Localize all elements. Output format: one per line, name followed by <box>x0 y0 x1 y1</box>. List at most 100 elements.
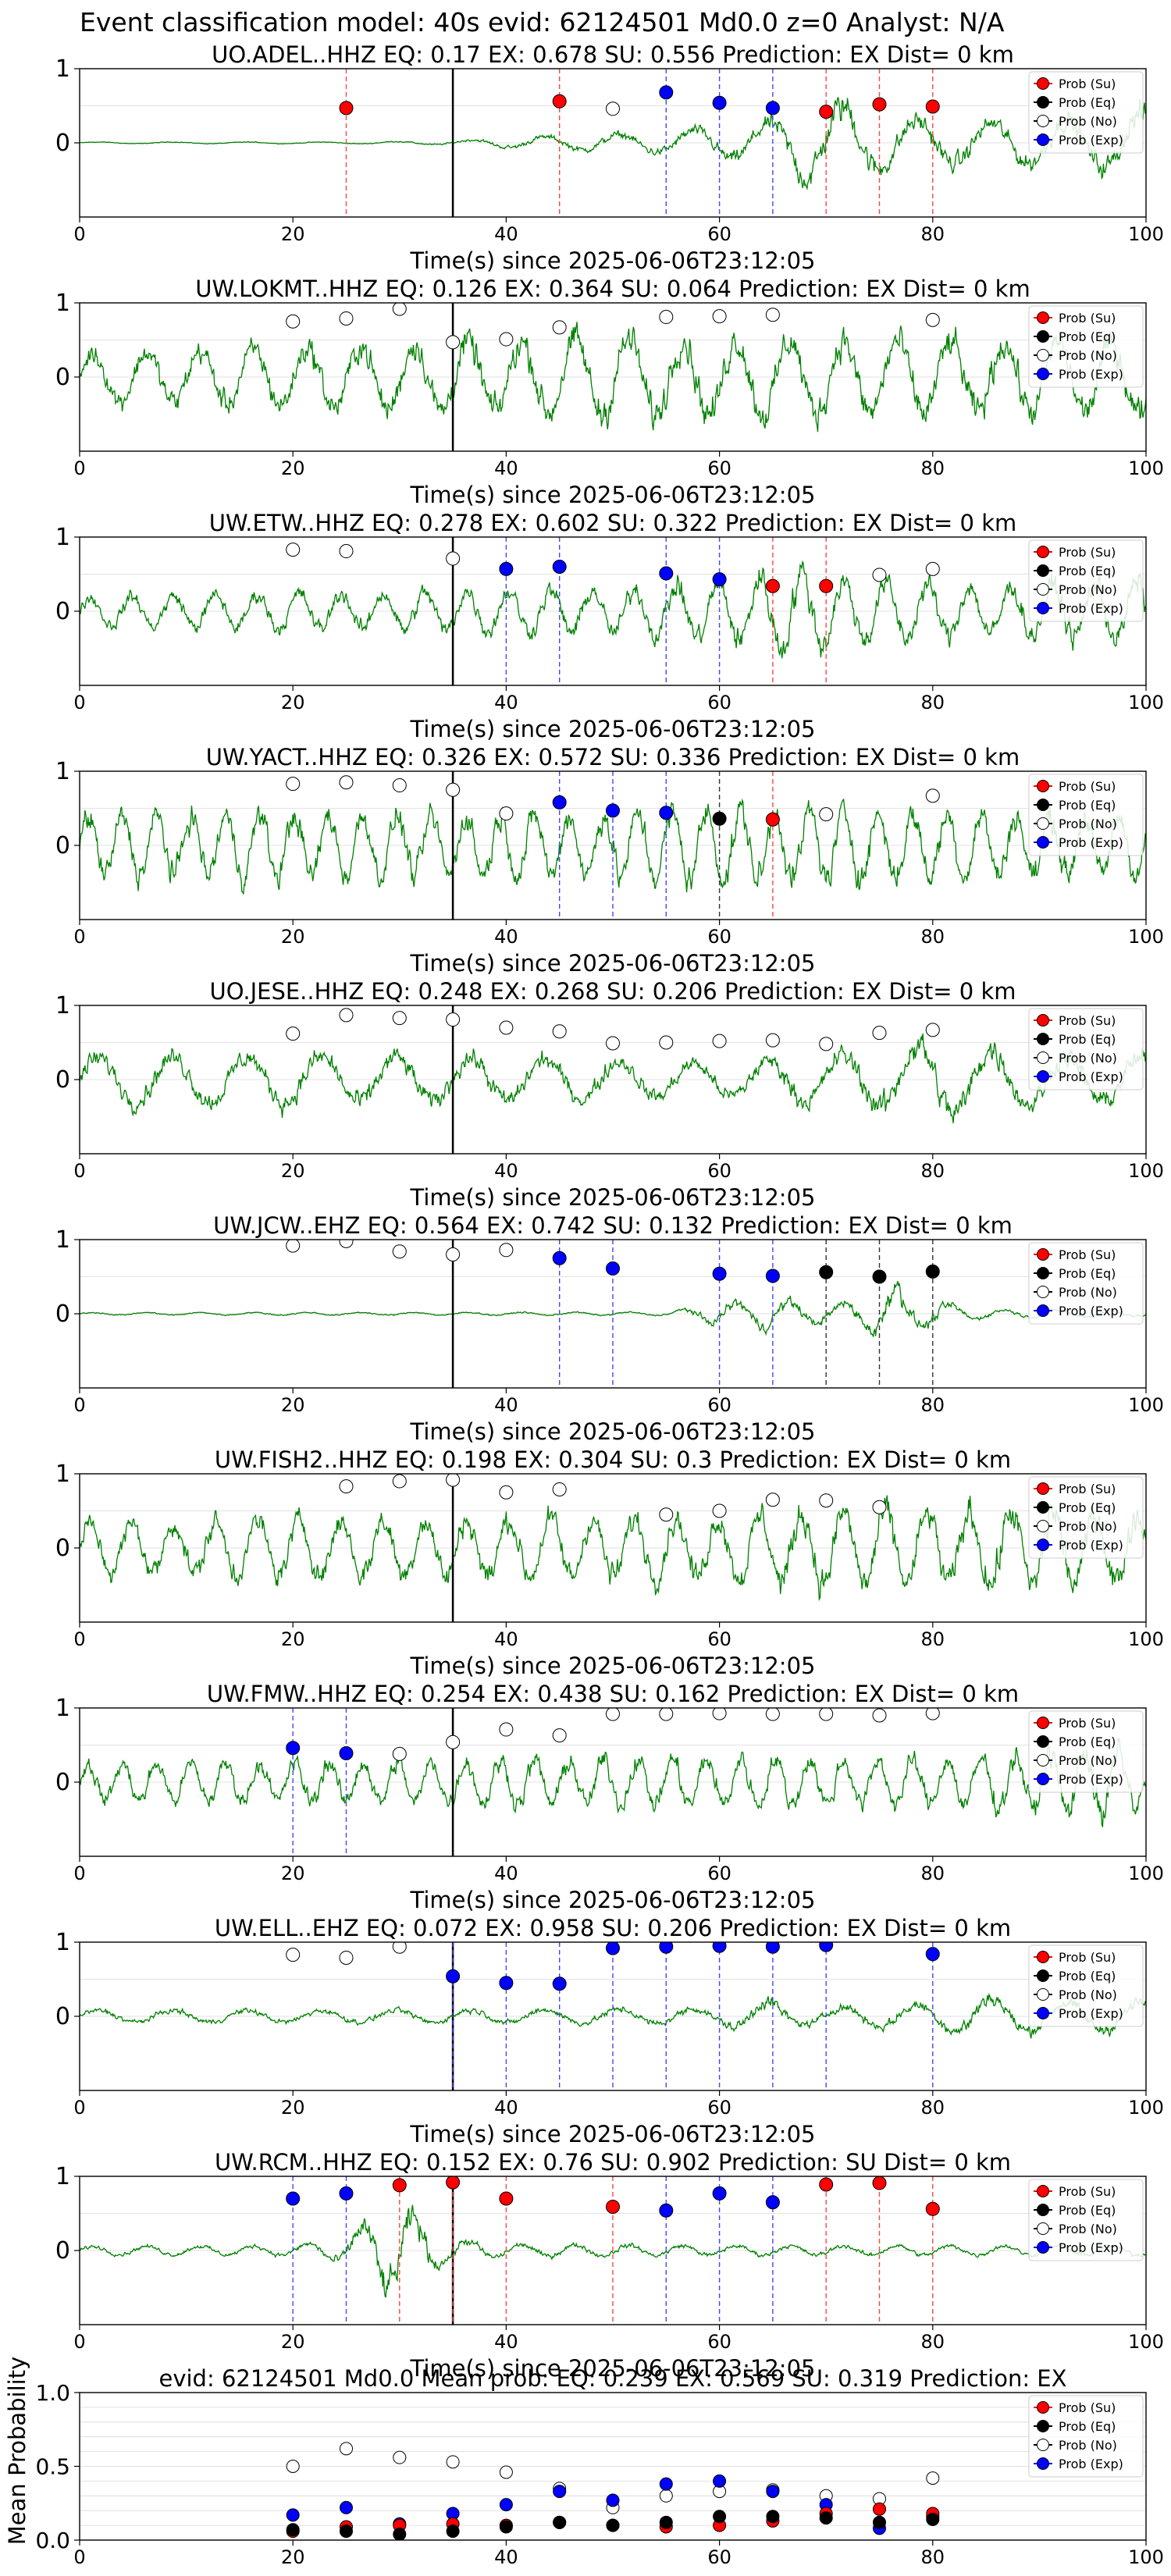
legend-label-2: Prob (Eq) <box>1059 329 1116 344</box>
point-probexp <box>446 1969 461 1984</box>
legend-marker <box>1037 330 1049 343</box>
legend-label-1: Prob (Su) <box>1059 1716 1116 1731</box>
point-probno <box>339 544 354 559</box>
point-probeq <box>925 1264 940 1279</box>
y-tick-label: 0.0 <box>35 2528 70 2553</box>
point-probno <box>499 332 514 347</box>
point-probsu <box>819 578 834 593</box>
legend-label-4: Prob (Exp) <box>1059 2006 1123 2021</box>
point-probexp <box>659 1942 674 1954</box>
x-tick-label: 40 <box>494 457 518 479</box>
legend-label-3: Prob (No) <box>1059 817 1117 831</box>
legend-label-3: Prob (No) <box>1059 582 1117 597</box>
waveform-trace <box>80 1033 1146 1123</box>
point-probno <box>659 1035 674 1050</box>
x-axis-label: Time(s) since 2025-06-06T23:12:05 <box>410 716 816 742</box>
point-probexp <box>713 2474 727 2488</box>
waveform-trace <box>80 798 1146 895</box>
legend-marker <box>1037 780 1049 792</box>
x-tick-label: 80 <box>921 1628 945 1650</box>
legend-label-2: Prob (Eq) <box>1059 1735 1116 1749</box>
point-probexp <box>339 1745 354 1760</box>
point-probno <box>286 543 301 557</box>
x-tick-label: 40 <box>494 1394 518 1416</box>
legend-label-2: Prob (Eq) <box>1059 95 1116 110</box>
point-probsu <box>765 812 780 827</box>
point-probsu <box>552 94 567 109</box>
point-probeq <box>926 2513 940 2527</box>
x-tick-label: 60 <box>707 1628 731 1650</box>
panel-title: UW.ETW..HHZ EQ: 0.278 EX: 0.602 SU: 0.32… <box>209 510 1017 536</box>
x-tick-label: 100 <box>1128 1394 1164 1416</box>
x-tick-label: 100 <box>1128 2546 1164 2568</box>
point-probeq <box>819 2511 833 2525</box>
point-probsu <box>925 99 940 114</box>
legend-label-2: Prob (Eq) <box>1059 1266 1116 1281</box>
point-probexp <box>659 2203 674 2218</box>
legend-label-1: Prob (Su) <box>1059 1482 1116 1496</box>
legend-marker <box>1037 1539 1049 1551</box>
panel-title: UW.ELL..EHZ EQ: 0.072 EX: 0.958 SU: 0.20… <box>215 1915 1011 1941</box>
x-tick-label: 60 <box>707 2546 731 2568</box>
y-tick-label: 0 <box>55 1066 70 1094</box>
point-probexp <box>340 2500 353 2514</box>
point-probno <box>606 1708 620 1721</box>
point-probsu <box>872 97 887 112</box>
x-tick-label: 40 <box>494 926 518 948</box>
plot-area <box>80 1708 1146 1856</box>
legend-label-1: Prob (Su) <box>1059 1950 1116 1965</box>
y-tick-label: 1 <box>55 524 70 551</box>
waveform-trace <box>80 96 1146 191</box>
point-probexp <box>286 1741 301 1756</box>
x-tick-label: 20 <box>281 1160 305 1182</box>
plot-area <box>80 1240 1146 1388</box>
y-tick-label: 1 <box>55 290 70 317</box>
point-probeq <box>713 2510 727 2524</box>
legend: Prob (Su) Prob (Eq) Prob (No) Prob (Exp) <box>1028 305 1144 388</box>
point-probno <box>552 1728 567 1743</box>
x-tick-label: 100 <box>1128 223 1164 245</box>
point-probno <box>552 320 567 335</box>
legend-marker <box>1037 2185 1049 2197</box>
x-tick-label: 0 <box>73 1160 85 1182</box>
point-probeq <box>872 1269 887 1284</box>
point-probexp <box>606 2493 620 2507</box>
legend-frame <box>1028 1944 1144 2027</box>
x-tick-label: 20 <box>281 223 305 245</box>
point-probeq <box>286 2523 300 2537</box>
x-tick-label: 80 <box>921 926 945 948</box>
point-probno <box>499 1243 514 1258</box>
plot-area <box>80 1942 1146 2090</box>
legend-marker <box>1037 1520 1049 1532</box>
point-probexp <box>553 2485 567 2499</box>
x-tick-label: 0 <box>73 2331 85 2353</box>
waveform-trace <box>80 1738 1146 1827</box>
legend: Prob (Su) Prob (Eq) Prob (No) Prob (Exp) <box>1028 774 1144 856</box>
point-probexp <box>499 561 514 576</box>
point-probsu <box>499 2191 514 2206</box>
legend-marker <box>1037 2241 1049 2254</box>
x-tick-label: 0 <box>73 692 85 713</box>
legend-label-1: Prob (Su) <box>1059 779 1116 794</box>
x-tick-label: 40 <box>494 2097 518 2119</box>
point-probno <box>659 310 674 325</box>
x-tick-label: 80 <box>921 2097 945 2119</box>
legend-marker <box>1037 1735 1049 1748</box>
point-probno <box>819 1708 834 1721</box>
panel-10: UW.RCM..HHZ EQ: 0.152 EX: 0.76 SU: 0.902… <box>55 2149 1164 2382</box>
legend-marker <box>1037 2204 1049 2216</box>
x-tick-label: 60 <box>707 1160 731 1182</box>
point-probeq <box>393 2527 407 2540</box>
legend: Prob (Su) Prob (Eq) Prob (No) Prob (Exp) <box>1028 71 1144 154</box>
point-probno <box>340 2442 353 2456</box>
x-axis-label: Time(s) since 2025-06-06T23:12:05 <box>410 1887 816 1913</box>
point-probeq <box>499 2520 513 2534</box>
point-probno <box>392 1244 407 1259</box>
legend-frame <box>1028 1008 1144 1091</box>
legend-label-3: Prob (No) <box>1059 348 1117 363</box>
point-probno <box>925 788 940 803</box>
legend: Prob (Su) Prob (Eq) Prob (No) Prob (Exp) <box>1028 2179 1144 2261</box>
x-axis-label: Time(s) since 2025-06-06T23:12:05 <box>410 950 816 977</box>
legend-marker <box>1037 1501 1049 1514</box>
point-probno <box>392 778 407 793</box>
